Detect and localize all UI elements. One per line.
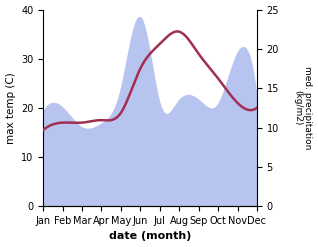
X-axis label: date (month): date (month) — [109, 231, 191, 242]
Y-axis label: max temp (C): max temp (C) — [5, 72, 16, 144]
Y-axis label: med. precipitation
(kg/m2): med. precipitation (kg/m2) — [293, 66, 313, 149]
